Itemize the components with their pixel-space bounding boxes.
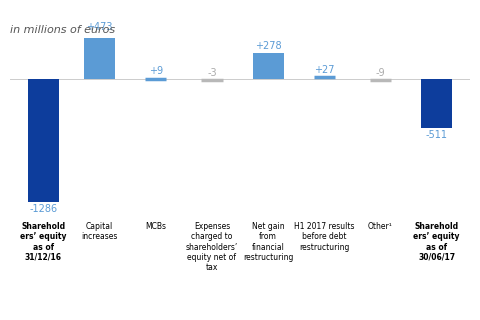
Text: -3: -3 — [207, 68, 216, 78]
Text: +9: +9 — [149, 66, 163, 76]
Text: +473: +473 — [86, 22, 113, 32]
Text: in millions of euros: in millions of euros — [10, 25, 115, 35]
Bar — [421, 79, 452, 128]
Bar — [252, 53, 284, 79]
Text: +278: +278 — [255, 41, 281, 51]
Text: -1286: -1286 — [29, 204, 58, 214]
Text: -511: -511 — [426, 130, 448, 140]
Text: -9: -9 — [376, 68, 385, 78]
Text: +27: +27 — [314, 65, 335, 75]
Bar — [84, 34, 115, 79]
Bar — [28, 79, 59, 202]
